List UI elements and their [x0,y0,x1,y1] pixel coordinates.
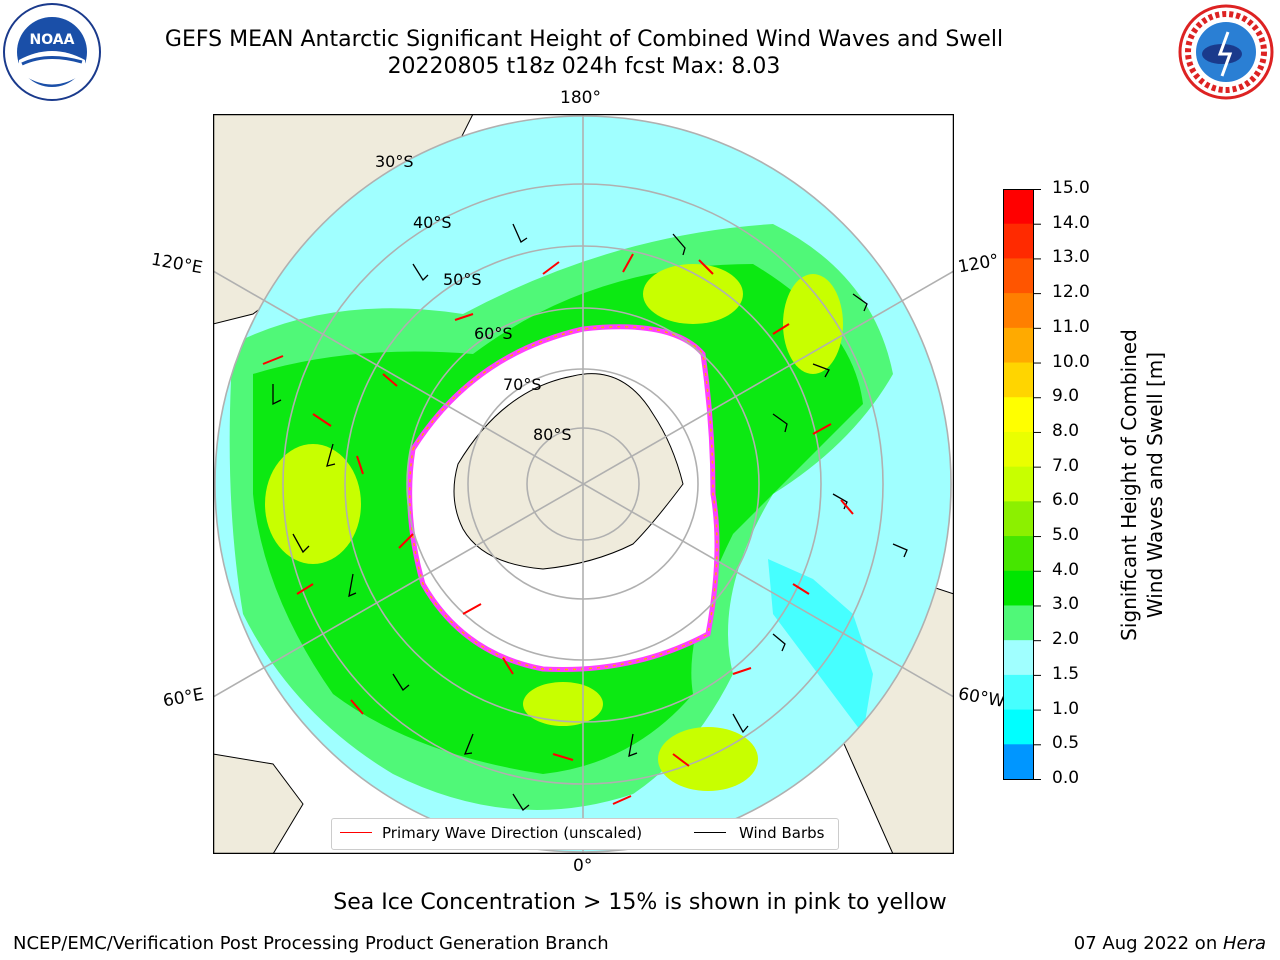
footer-date: 07 Aug 2022 on Hera [1073,933,1266,954]
colorbar-band [1003,570,1034,606]
colorbar-tick-label: 0.0 [1052,768,1080,788]
colorbar-tick-label: 8.0 [1052,420,1080,441]
map-legend: Primary Wave Direction (unscaled) Wind B… [331,818,839,850]
colorbar-band [1003,501,1034,537]
colorbar-tick-label: 0.5 [1052,733,1080,754]
lat-label: 40°S [413,213,452,232]
colorbar-band [1003,640,1034,676]
lon-label-60w: 60°W [956,684,1007,712]
colorbar-band [1003,293,1034,329]
colorbar-band [1003,536,1034,572]
map [213,114,954,854]
lat-label: 70°S [503,375,542,394]
colorbar-band [1003,744,1034,780]
colorbar-band [1003,258,1034,294]
colorbar-tick-label: 5.0 [1052,525,1080,546]
wind-barb-legend-label: Wind Barbs [739,824,825,842]
colorbar-band [1003,709,1034,745]
lon-label-0: 0° [573,856,593,876]
wind-barbs [272,223,908,811]
wave-direction-swatch [340,832,372,833]
colorbar-band [1003,189,1034,225]
chart-title: GEFS MEAN Antarctic Significant Height o… [164,27,1004,52]
colorbar-tick-label: 1.5 [1052,663,1080,684]
wind-barb-swatch [694,832,726,833]
sea-ice-note: Sea Ice Concentration > 15% is shown in … [333,890,947,915]
lat-label: 50°S [443,270,482,289]
colorbar-tick-label: 14.0 [1052,212,1090,233]
colorbar-band [1003,674,1034,711]
wave-direction-arrows [262,253,854,805]
colorbar-tick-label: 13.0 [1052,247,1090,268]
svg-text:NOAA: NOAA [30,32,75,48]
colorbar-tick-label: 10.0 [1052,351,1090,372]
colorbar-band [1003,605,1034,641]
noaa-logo: NOAA [2,2,102,102]
colorbar-tick-label: 11.0 [1052,316,1090,337]
footer-host: Hera [1222,933,1266,954]
colorbar-band [1003,362,1034,398]
lat-label: 30°S [375,152,414,171]
lat-label: 60°S [474,324,513,343]
colorbar [1003,189,1041,780]
colorbar-tick-label: 12.0 [1052,282,1090,303]
colorbar-band [1003,466,1034,502]
lon-label-180: 180° [560,88,601,108]
colorbar-tick-label: 7.0 [1052,455,1080,476]
footer-credit: NCEP/EMC/Verification Post Processing Pr… [13,933,609,954]
colorbar-band [1003,431,1034,468]
nws-logo [1176,2,1276,102]
colorbar-band [1003,327,1034,364]
colorbar-tick-label: 4.0 [1052,559,1080,580]
colorbar-tick-label: 2.0 [1052,629,1080,650]
colorbar-tick-label: 9.0 [1052,386,1080,407]
lat-label: 80°S [533,425,572,444]
colorbar-tick-label: 3.0 [1052,594,1080,615]
lon-label-120w: 120° [956,250,1001,278]
lon-label-60e: 60°E [161,684,206,712]
colorbar-band [1003,223,1034,259]
chart-subtitle: 20220805 t18z 024h fcst Max: 8.03 [387,54,781,79]
colorbar-tick-label: 6.0 [1052,490,1080,511]
graticule [213,114,954,854]
colorbar-tick-label: 1.0 [1052,698,1080,719]
wave-direction-legend-label: Primary Wave Direction (unscaled) [382,824,643,842]
colorbar-tick-label: 15.0 [1052,178,1090,198]
colorbar-band [1003,397,1034,433]
lon-label-120e: 120°E [149,249,205,279]
